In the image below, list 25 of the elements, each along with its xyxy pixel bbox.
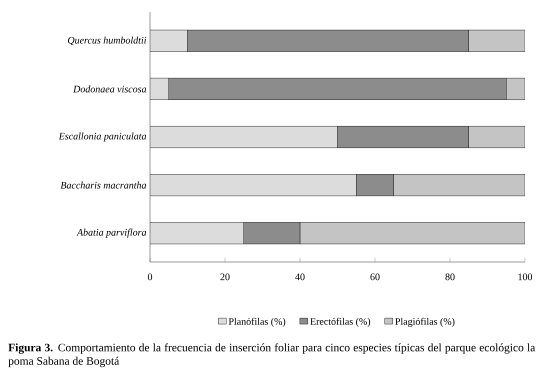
y-tick-label: Quercus humboldtii: [68, 36, 146, 46]
bar: [468, 126, 526, 148]
y-tick-label: Baccharis macrantha: [60, 182, 146, 189]
x-tick-label: 60: [370, 273, 380, 280]
x-tick-label: 100: [518, 273, 532, 280]
x-tick-label: 80: [445, 273, 455, 280]
bar: [394, 174, 526, 196]
bar: [150, 222, 244, 244]
bar: [506, 78, 526, 100]
y-tick-label: Dodonaea viscosa: [73, 85, 146, 92]
bar: [150, 126, 338, 148]
bar: [150, 78, 169, 100]
x-tick-label: 0: [148, 273, 152, 280]
bar: [300, 222, 526, 244]
legend-label: Plagiófilas (%): [395, 318, 454, 327]
x-tick-label: 40: [295, 273, 305, 280]
text: Figura 3. Comportamiento de la frecuencia de inserción foliar para cinco especies típicas del parque ecológico la poma Sabana de Bogotá: [8, 343, 536, 368]
bar: [150, 174, 356, 196]
legend-label: Planófilas (%): [228, 318, 286, 327]
legend-label: Erectófilas (%): [310, 318, 370, 327]
y-tick-label: Abatia parviflora: [76, 228, 146, 238]
bar: [468, 30, 526, 52]
y-tick-label: Escallonia paniculata: [58, 132, 146, 142]
bar: [150, 30, 188, 52]
x-tick-label: 20: [220, 273, 230, 280]
